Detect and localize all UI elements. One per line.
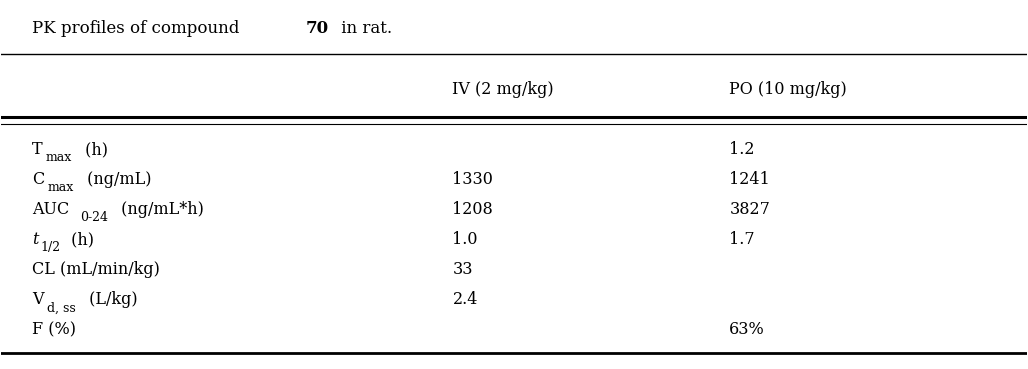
- Text: in rat.: in rat.: [335, 20, 392, 37]
- Text: 3827: 3827: [729, 201, 770, 218]
- Text: 2.4: 2.4: [452, 292, 478, 308]
- Text: AUC: AUC: [32, 201, 70, 218]
- Text: (h): (h): [79, 141, 108, 158]
- Text: 33: 33: [452, 261, 473, 278]
- Text: V: V: [32, 292, 43, 308]
- Text: PO (10 mg/kg): PO (10 mg/kg): [729, 81, 847, 98]
- Text: 1330: 1330: [452, 171, 493, 188]
- Text: 63%: 63%: [729, 321, 765, 338]
- Text: 1208: 1208: [452, 201, 493, 218]
- Text: PK profiles of compound: PK profiles of compound: [32, 20, 245, 37]
- Text: 0-24: 0-24: [80, 211, 108, 224]
- Text: C: C: [32, 171, 44, 188]
- Text: (ng/mL*h): (ng/mL*h): [116, 201, 204, 218]
- Text: F (%): F (%): [32, 321, 76, 338]
- Text: 1.7: 1.7: [729, 231, 755, 248]
- Text: (ng/mL): (ng/mL): [81, 171, 151, 188]
- Text: max: max: [48, 181, 74, 194]
- Text: (h): (h): [66, 231, 95, 248]
- Text: CL (mL/min/kg): CL (mL/min/kg): [32, 261, 160, 278]
- Text: T: T: [32, 141, 43, 158]
- Text: d, ss: d, ss: [47, 301, 76, 314]
- Text: (L/kg): (L/kg): [84, 292, 138, 308]
- Text: 1/2: 1/2: [40, 241, 61, 254]
- Text: 1.2: 1.2: [729, 141, 755, 158]
- Text: 70: 70: [305, 20, 329, 37]
- Text: IV (2 mg/kg): IV (2 mg/kg): [452, 81, 554, 98]
- Text: 1.0: 1.0: [452, 231, 478, 248]
- Text: t: t: [32, 231, 38, 248]
- Text: max: max: [46, 151, 72, 164]
- Text: 1241: 1241: [729, 171, 770, 188]
